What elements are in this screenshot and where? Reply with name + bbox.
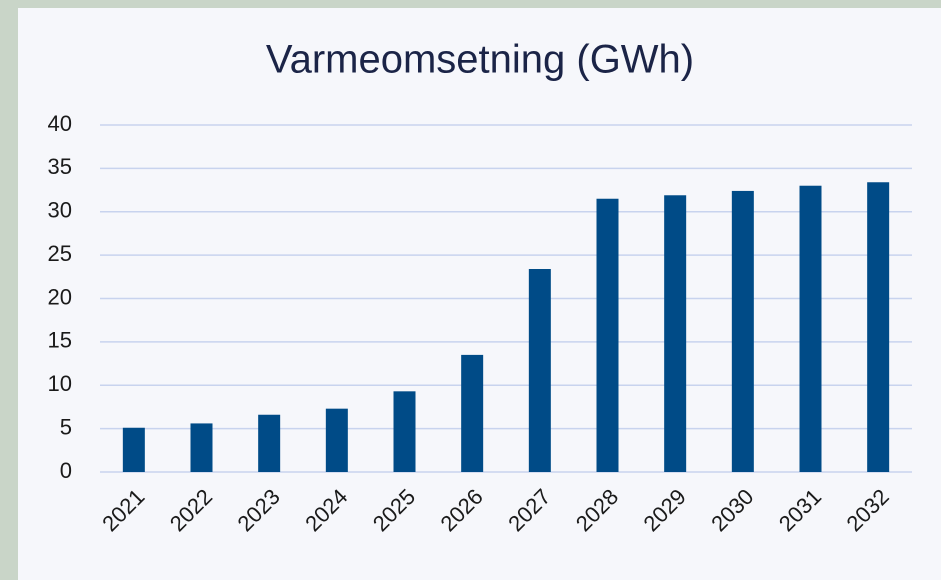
- bar: [528, 269, 551, 472]
- bar: [122, 427, 145, 472]
- bar: [867, 182, 890, 472]
- bar: [325, 408, 348, 472]
- bar: [393, 391, 416, 472]
- y-tick-label: 35: [48, 154, 72, 179]
- chart-area: [18, 8, 941, 580]
- y-tick-label: 15: [48, 328, 72, 353]
- y-tick-label: 5: [60, 414, 72, 439]
- y-tick-label: 20: [48, 284, 72, 309]
- y-tick-label: 25: [48, 241, 72, 266]
- bar: [258, 414, 281, 472]
- bar: [461, 354, 484, 472]
- chart-title: Varmeomsetning (GWh): [266, 38, 694, 82]
- y-tick-label: 0: [60, 458, 72, 483]
- y-tick-label: 30: [48, 198, 72, 223]
- bar: [664, 195, 687, 472]
- bar: [799, 185, 822, 472]
- y-tick-label: 10: [48, 371, 72, 396]
- bar: [731, 190, 754, 472]
- bar: [596, 198, 619, 473]
- bar: [190, 423, 213, 472]
- y-tick-label: 40: [48, 111, 72, 136]
